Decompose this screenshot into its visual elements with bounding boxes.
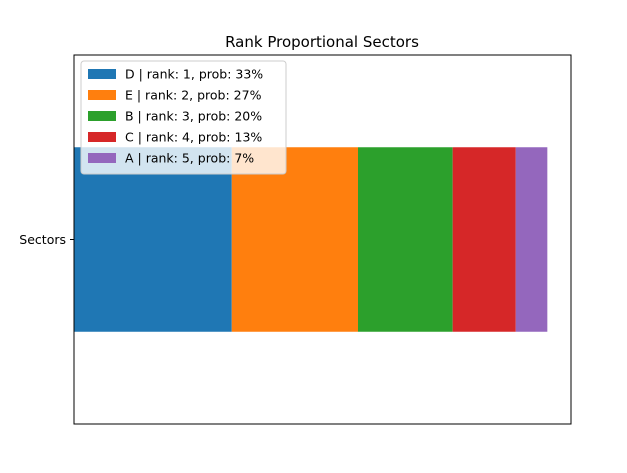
bar-segment-1	[74, 147, 232, 332]
bar-segment-5	[515, 147, 548, 332]
bar-segment-4	[452, 147, 516, 332]
legend-swatch-5	[88, 153, 116, 163]
legend-swatch-4	[88, 132, 116, 142]
chart-title: Rank Proportional Sectors	[225, 33, 419, 51]
legend-label-5: A | rank: 5, prob: 7%	[125, 151, 254, 166]
legend-box	[80, 60, 287, 175]
y-tick-label-1: Sectors	[19, 232, 66, 247]
bars-layer	[74, 147, 548, 332]
legend-swatch-2	[88, 90, 116, 100]
legend-label-2: E | rank: 2, prob: 27%	[125, 88, 262, 103]
legend: D | rank: 1, prob: 33% E | rank: 2, prob:…	[80, 60, 287, 175]
bar-segment-2	[231, 147, 358, 332]
legend-label-4: C | rank: 4, prob: 13%	[125, 130, 262, 145]
legend-label-1: D | rank: 1, prob: 33%	[125, 67, 263, 82]
legend-swatch-1	[88, 69, 116, 79]
y-axis: Sectors	[19, 232, 74, 247]
bar-segment-3	[358, 147, 453, 332]
legend-swatch-3	[88, 111, 116, 121]
legend-label-3: B | rank: 3, prob: 20%	[125, 109, 262, 124]
